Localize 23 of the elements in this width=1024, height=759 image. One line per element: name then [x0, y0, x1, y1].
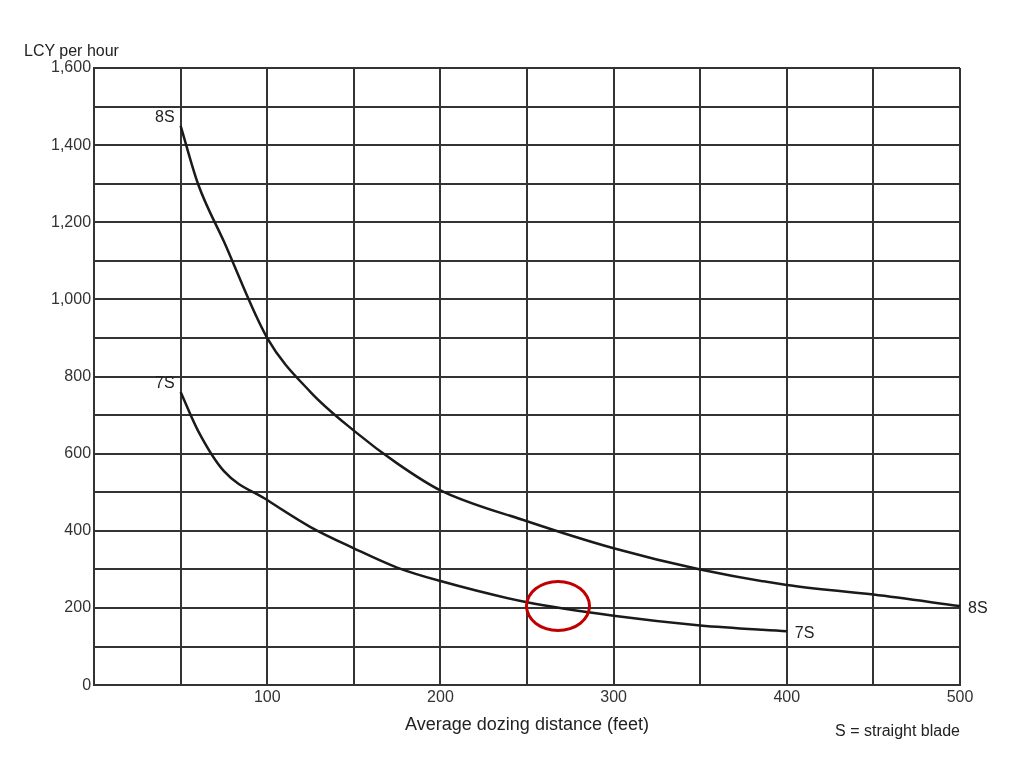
text: S = straight blade: [835, 721, 961, 739]
y-tick-label: 1,600: [50, 58, 92, 76]
x-tick-label: 200: [427, 688, 454, 706]
x-tick-label: 100: [253, 688, 281, 706]
y-axis-title: LCY per hour: [24, 42, 120, 60]
y-tick-label: 400: [64, 521, 92, 539]
y-tick-label: 1,400: [50, 135, 92, 153]
text: 8S: [968, 598, 988, 616]
text: 7S: [794, 623, 815, 641]
x-axis-title: Average dozing distance (feet): [405, 714, 649, 735]
line-series: [179, 390, 789, 633]
series-label: 8S: [155, 108, 175, 126]
y-tick-label: 1,200: [50, 212, 92, 230]
x-tick-label: 400: [773, 688, 801, 706]
y-tick-label: 200: [64, 598, 92, 616]
x-tick-label: 300: [600, 688, 628, 706]
y-tick-label: 1,000: [50, 289, 92, 307]
line-series: [179, 124, 960, 608]
y-tick-label: 800: [64, 367, 92, 385]
y-tick-label: 600: [64, 444, 92, 462]
series-label: 7S: [155, 374, 175, 392]
y-tick-label: 0: [82, 675, 92, 693]
x-tick-label: 500: [946, 688, 974, 706]
